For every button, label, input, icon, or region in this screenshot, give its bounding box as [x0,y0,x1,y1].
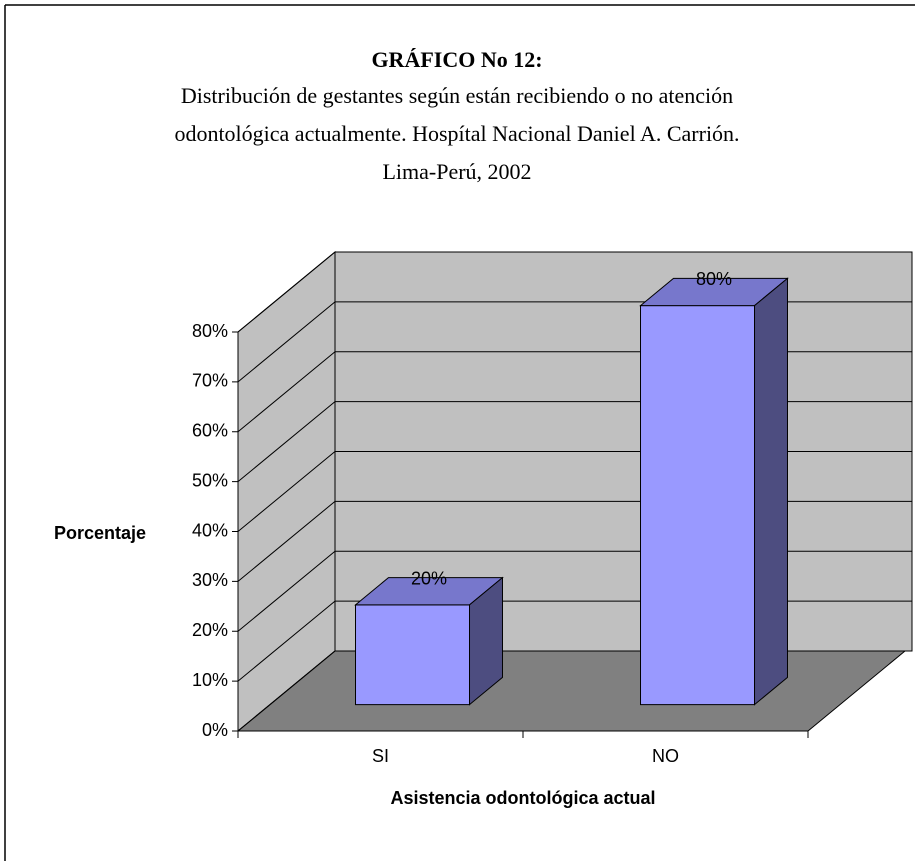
grid-line [237,550,336,632]
chart-title: GRÁFICO No 12: [371,47,542,72]
x-tick-label: SI [372,746,389,766]
y-tick-label: 10% [192,670,228,690]
chart-subtitle: Distribución de gestantes según están re… [181,83,733,108]
grid-line [237,600,336,682]
y-tick-label: 80% [192,321,228,341]
x-tick-label: NO [652,746,679,766]
y-tick-label: 30% [192,570,228,590]
y-tick-label: 60% [192,421,228,441]
grid-line [237,650,336,732]
chart-subtitle: Lima-Perú, 2002 [382,159,531,184]
floor [236,650,907,732]
grid-line [237,351,336,433]
bar-front [640,305,756,706]
grid-line [237,451,336,532]
y-tick-label: 50% [192,470,228,490]
grid-line [237,301,336,383]
x-axis-label: Asistencia odontológica actual [390,788,655,808]
y-tick-label: 20% [192,620,228,640]
data-label: 80% [696,269,732,289]
bar-side [469,576,503,706]
y-tick-label: 40% [192,520,228,540]
y-axis-label: Porcentaje [54,523,146,543]
chart-subtitle: odontológica actualmente. Hospítal Nacio… [174,121,739,146]
bar-side [754,277,788,706]
data-label: 20% [411,568,447,588]
grid-line [237,401,336,483]
grid-line [237,251,336,333]
y-tick-label: 0% [202,720,228,740]
y-tick-label: 70% [192,371,228,391]
grid-line [237,500,336,582]
bar-front [355,604,471,706]
